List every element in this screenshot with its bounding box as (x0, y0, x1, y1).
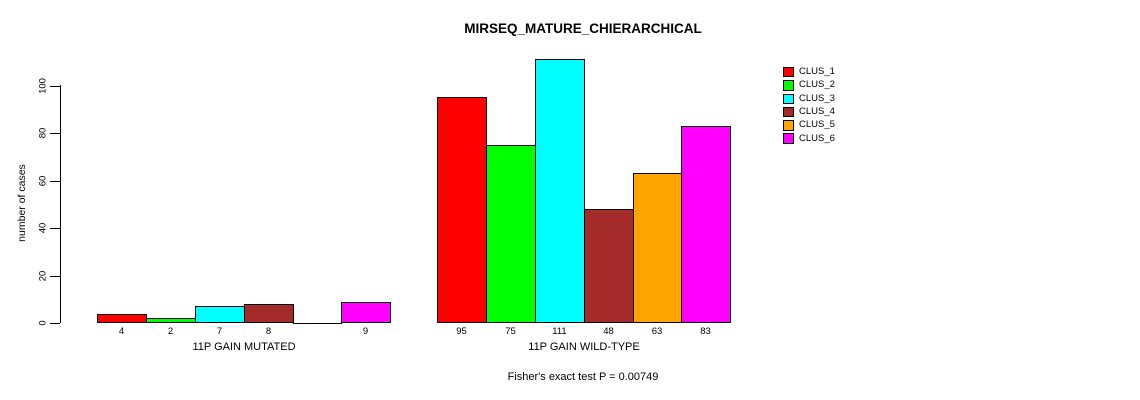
bar-value-label: 63 (651, 326, 663, 337)
y-axis-tick (50, 181, 60, 182)
legend-item: CLUS_2 (783, 79, 835, 91)
bar-value-label: 4 (118, 326, 125, 337)
bar-value-label: 7 (216, 326, 223, 337)
legend-swatch (783, 93, 794, 105)
bar-group-1-clus-6 (341, 302, 391, 323)
bar-value-label: 8 (265, 326, 272, 337)
bar-group-1-clus-3 (195, 306, 245, 323)
bar-group-2-clus-5 (633, 173, 682, 323)
legend-swatch (783, 106, 794, 118)
group-label-mutated: 11P GAIN MUTATED (192, 341, 296, 353)
bar-value-label: 48 (603, 326, 614, 337)
y-axis-tick-label: 100 (37, 78, 49, 94)
chart-title: MIRSEQ_MATURE_CHIERARCHICAL (464, 21, 702, 36)
group-label-wild-type: 11P GAIN WILD-TYPE (528, 341, 640, 353)
y-axis-tick-label: 80 (37, 127, 49, 139)
legend-item-label: CLUS_3 (799, 92, 835, 104)
legend-item: CLUS_4 (783, 106, 835, 118)
bar-group-2-clus-4 (584, 209, 634, 323)
legend-item: CLUS_6 (783, 132, 835, 144)
fisher-test-annotation: Fisher's exact test P = 0.00749 (507, 371, 659, 383)
y-axis-tick (50, 323, 60, 324)
legend-item: CLUS_3 (783, 92, 835, 105)
legend: CLUS_1 CLUS_2 CLUS_3 CLUS_4 CLUS_5 CLUS_6 (783, 67, 835, 147)
bar-group-1-clus-5 (293, 323, 342, 324)
bar-group-2-clus-3 (535, 59, 585, 323)
bar-group-2-clus-6 (681, 126, 731, 323)
legend-item-label: CLUS_4 (799, 106, 835, 118)
y-axis-tick (50, 133, 60, 134)
legend-item: CLUS_1 (783, 66, 835, 78)
bar-group-1-clus-1 (97, 314, 147, 323)
legend-item-label: CLUS_2 (799, 79, 835, 91)
legend-swatch (783, 66, 794, 78)
bar-value-label: 75 (505, 326, 516, 337)
y-axis-tick-label: 40 (37, 222, 49, 234)
bar-value-label: 9 (362, 326, 369, 337)
legend-item-label: CLUS_1 (799, 66, 835, 78)
bar-group-2-clus-1 (437, 97, 487, 323)
y-axis-tick (50, 276, 60, 277)
y-axis-tick (50, 228, 60, 229)
bar-group-1-clus-4 (244, 304, 294, 323)
y-axis-line (60, 85, 61, 323)
bar-group-1-clus-2 (146, 318, 196, 323)
legend-swatch (783, 80, 794, 91)
y-axis-title: number of cases (16, 164, 28, 242)
bar-value-label: 2 (167, 326, 174, 337)
legend-item-label: CLUS_5 (799, 119, 835, 131)
bar-group-2-clus-2 (486, 145, 536, 323)
legend-item-label: CLUS_6 (799, 132, 835, 144)
y-axis-tick (50, 86, 60, 87)
legend-swatch (783, 120, 794, 131)
legend-swatch (783, 133, 794, 144)
y-axis-tick-label: 60 (37, 175, 49, 187)
bar-value-label: 111 (552, 326, 567, 337)
bar-value-label: 95 (456, 326, 467, 337)
legend-item: CLUS_5 (783, 119, 835, 131)
y-axis-tick-label: 20 (37, 270, 49, 282)
bar-value-label: 83 (700, 326, 711, 337)
y-axis-tick-label: 0 (37, 320, 49, 326)
